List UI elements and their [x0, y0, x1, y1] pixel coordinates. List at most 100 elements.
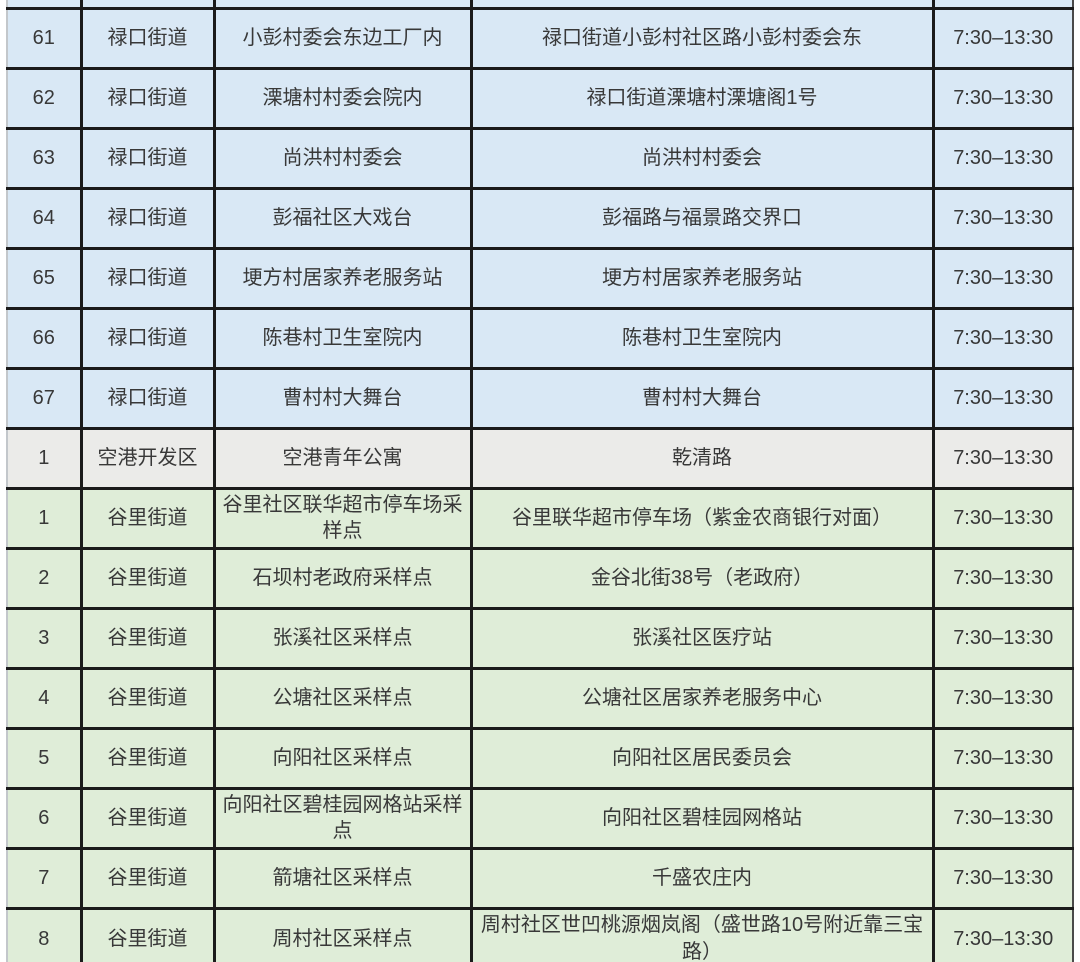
cell-district: 禄口街道 — [79, 6, 216, 70]
cell-time: 7:30–13:30 — [931, 426, 1074, 490]
table-row: 7 谷里街道 箭塘社区采样点 千盛农庄内 7:30–13:30 — [6, 846, 1074, 910]
cell-district: 谷里街道 — [79, 666, 216, 730]
cell-address: 向阳社区居民委员会 — [469, 726, 935, 790]
cell-district: 谷里街道 — [79, 726, 216, 790]
table-row: 63 禄口街道 尚洪村村委会 尚洪村村委会 7:30–13:30 — [6, 126, 1074, 190]
cell-time: 7:30–13:30 — [931, 126, 1074, 190]
cell-number: 1 — [6, 426, 83, 490]
cell-number: 6 — [6, 786, 83, 850]
cell-time: 7:30–13:30 — [931, 606, 1074, 670]
table-row: 4 谷里街道 公塘社区采样点 公塘社区居家养老服务中心 7:30–13:30 — [6, 666, 1074, 730]
cell-district — [79, 0, 216, 10]
cell-district: 谷里街道 — [79, 906, 216, 962]
table-row: 65 禄口街道 埂方村居家养老服务站 埂方村居家养老服务站 7:30–13:30 — [6, 246, 1074, 310]
cell-number — [6, 0, 83, 10]
cell-number: 2 — [6, 546, 83, 610]
cell-district: 禄口街道 — [79, 186, 216, 250]
table-row: 66 禄口街道 陈巷村卫生室院内 陈巷村卫生室院内 7:30–13:30 — [6, 306, 1074, 370]
cell-number: 62 — [6, 66, 83, 130]
cell-district: 禄口街道 — [79, 126, 216, 190]
table-row: 67 禄口街道 曹村村大舞台 曹村村大舞台 7:30–13:30 — [6, 366, 1074, 430]
cell-time: 7:30–13:30 — [931, 906, 1074, 962]
cell-site: 向阳社区采样点 — [212, 726, 473, 790]
cell-address: 向阳社区碧桂园网格站 — [469, 786, 935, 850]
cell-address: 金谷北街38号（老政府） — [469, 546, 935, 610]
cell-number: 4 — [6, 666, 83, 730]
table-row: 64 禄口街道 彭福社区大戏台 彭福路与福景路交界口 7:30–13:30 — [6, 186, 1074, 250]
cell-time: 7:30–13:30 — [931, 846, 1074, 910]
cell-number: 1 — [6, 486, 83, 550]
table-row: 8 谷里街道 周村社区采样点 周村社区世凹桃源烟岚阁（盛世路10号附近靠三宝路）… — [6, 906, 1074, 962]
cell-address: 彭福路与福景路交界口 — [469, 186, 935, 250]
cell-site: 曹村村大舞台 — [212, 366, 473, 430]
cell-district: 谷里街道 — [79, 786, 216, 850]
cell-district: 禄口街道 — [79, 306, 216, 370]
cell-number: 63 — [6, 126, 83, 190]
cell-number: 64 — [6, 186, 83, 250]
table-row: 62 禄口街道 溧塘村村委会院内 禄口街道溧塘村溧塘阁1号 7:30–13:30 — [6, 66, 1074, 130]
cell-time: 7:30–13:30 — [931, 546, 1074, 610]
cell-site: 石坝村老政府采样点 — [212, 546, 473, 610]
cell-address: 千盛农庄内 — [469, 846, 935, 910]
table-row: 3 谷里街道 张溪社区采样点 张溪社区医疗站 7:30–13:30 — [6, 606, 1074, 670]
cell-number: 5 — [6, 726, 83, 790]
cell-site: 谷里社区联华超市停车场采样点 — [212, 486, 473, 550]
cell-site: 小彭村委会东边工厂内 — [212, 6, 473, 70]
cell-site: 彭福社区大戏台 — [212, 186, 473, 250]
table-row: 6 谷里街道 向阳社区碧桂园网格站采样点 向阳社区碧桂园网格站 7:30–13:… — [6, 786, 1074, 850]
cell-address: 曹村村大舞台 — [469, 366, 935, 430]
cell-address: 陈巷村卫生室院内 — [469, 306, 935, 370]
cell-time: 7:30–13:30 — [931, 486, 1074, 550]
cell-time: 7:30–13:30 — [931, 6, 1074, 70]
cell-address: 周村社区世凹桃源烟岚阁（盛世路10号附近靠三宝路） — [469, 906, 935, 962]
cell-district: 空港开发区 — [79, 426, 216, 490]
cell-time: 7:30–13:30 — [931, 786, 1074, 850]
cell-site: 向阳社区碧桂园网格站采样点 — [212, 786, 473, 850]
table-body: 61 禄口街道 小彭村委会东边工厂内 禄口街道小彭村社区路小彭村委会东 7:30… — [6, 0, 1074, 962]
cell-time: 7:30–13:30 — [931, 186, 1074, 250]
cell-address: 尚洪村村委会 — [469, 126, 935, 190]
cell-address: 谷里联华超市停车场（紫金农商银行对面） — [469, 486, 935, 550]
cell-time — [931, 0, 1074, 10]
cell-district: 谷里街道 — [79, 486, 216, 550]
cell-site: 埂方村居家养老服务站 — [212, 246, 473, 310]
cell-site: 公塘社区采样点 — [212, 666, 473, 730]
cell-time: 7:30–13:30 — [931, 366, 1074, 430]
cell-address — [469, 0, 935, 10]
cell-time: 7:30–13:30 — [931, 306, 1074, 370]
table-row: 61 禄口街道 小彭村委会东边工厂内 禄口街道小彭村社区路小彭村委会东 7:30… — [6, 6, 1074, 70]
cell-site: 尚洪村村委会 — [212, 126, 473, 190]
cell-number: 61 — [6, 6, 83, 70]
cell-district: 谷里街道 — [79, 846, 216, 910]
sampling-table: 61 禄口街道 小彭村委会东边工厂内 禄口街道小彭村社区路小彭村委会东 7:30… — [6, 0, 1074, 962]
cell-time: 7:30–13:30 — [931, 666, 1074, 730]
cell-site: 张溪社区采样点 — [212, 606, 473, 670]
cell-district: 禄口街道 — [79, 246, 216, 310]
cell-number: 66 — [6, 306, 83, 370]
cell-address: 公塘社区居家养老服务中心 — [469, 666, 935, 730]
cell-district: 禄口街道 — [79, 66, 216, 130]
cell-number: 3 — [6, 606, 83, 670]
table-row: 5 谷里街道 向阳社区采样点 向阳社区居民委员会 7:30–13:30 — [6, 726, 1074, 790]
cell-address: 禄口街道溧塘村溧塘阁1号 — [469, 66, 935, 130]
cell-site — [212, 0, 473, 10]
cell-site: 周村社区采样点 — [212, 906, 473, 962]
cell-address: 乾清路 — [469, 426, 935, 490]
cell-address: 禄口街道小彭村社区路小彭村委会东 — [469, 6, 935, 70]
cell-site: 箭塘社区采样点 — [212, 846, 473, 910]
cell-address: 张溪社区医疗站 — [469, 606, 935, 670]
table-row: 2 谷里街道 石坝村老政府采样点 金谷北街38号（老政府） 7:30–13:30 — [6, 546, 1074, 610]
cell-number: 8 — [6, 906, 83, 962]
cell-site: 溧塘村村委会院内 — [212, 66, 473, 130]
cell-number: 7 — [6, 846, 83, 910]
cell-district: 谷里街道 — [79, 606, 216, 670]
cell-district: 禄口街道 — [79, 366, 216, 430]
cell-site: 陈巷村卫生室院内 — [212, 306, 473, 370]
table-row: 1 空港开发区 空港青年公寓 乾清路 7:30–13:30 — [6, 426, 1074, 490]
cell-time: 7:30–13:30 — [931, 246, 1074, 310]
cell-address: 埂方村居家养老服务站 — [469, 246, 935, 310]
partial-row-top — [6, 0, 1074, 10]
cell-time: 7:30–13:30 — [931, 66, 1074, 130]
cell-site: 空港青年公寓 — [212, 426, 473, 490]
